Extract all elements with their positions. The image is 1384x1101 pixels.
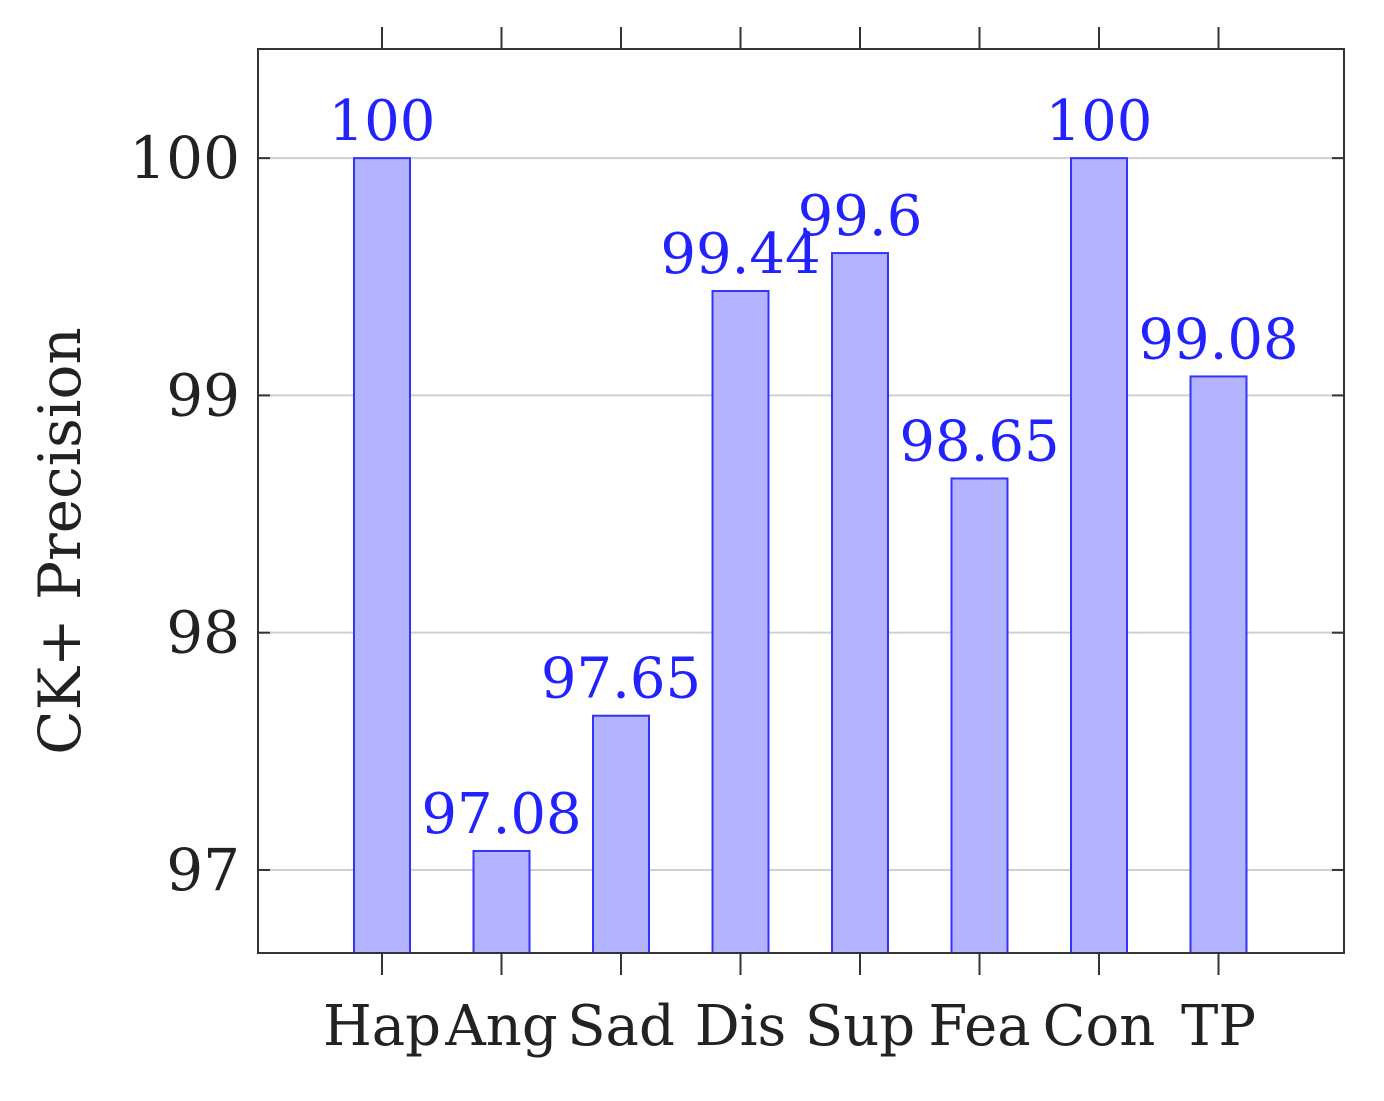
x-tick-label-hap: Hap xyxy=(323,994,441,1059)
data-label-ang: 97.08 xyxy=(421,782,581,847)
y-tick-label: 97 xyxy=(166,836,240,904)
data-label-sad: 97.65 xyxy=(541,647,701,712)
bar-dis xyxy=(711,290,770,954)
plot-frame xyxy=(257,48,1345,954)
y-tick-label: 98 xyxy=(166,599,240,667)
data-label-hap: 100 xyxy=(329,89,436,154)
y-tick-labels: 97 98 99 100 xyxy=(129,124,240,904)
axis-ticks xyxy=(258,27,1344,975)
bar-sad xyxy=(592,714,650,955)
bar-hap xyxy=(353,157,411,955)
x-tick-label-sad: Sad xyxy=(567,994,675,1059)
data-label-sup: 99.6 xyxy=(798,184,923,249)
grid-lines xyxy=(258,157,1344,871)
bars xyxy=(353,157,1248,955)
x-tick-label-tp: TP xyxy=(1181,994,1256,1059)
x-tick-label-fea: Fea xyxy=(928,994,1030,1059)
data-label-dis: 99.44 xyxy=(660,222,820,287)
x-tick-labels: Hap Ang Sad Dis Sup Fea Con TP xyxy=(323,994,1256,1059)
y-tick-label: 100 xyxy=(129,124,240,192)
x-tick-label-sup: Sup xyxy=(805,994,915,1059)
bar-ang xyxy=(472,849,531,954)
x-tick-label-con: Con xyxy=(1043,994,1156,1059)
bar-fea xyxy=(950,477,1009,954)
data-label-con: 100 xyxy=(1046,89,1153,154)
x-tick-label-dis: Dis xyxy=(695,994,787,1059)
bar-tp xyxy=(1189,375,1248,955)
bar-con xyxy=(1070,157,1128,955)
bar-sup xyxy=(831,252,889,954)
y-tick-label: 99 xyxy=(166,361,240,429)
y-axis-label: CK+ Precision xyxy=(26,327,94,754)
x-tick-label-ang: Ang xyxy=(444,994,557,1059)
data-label-tp: 99.08 xyxy=(1138,307,1298,372)
data-label-fea: 98.65 xyxy=(899,409,1059,474)
